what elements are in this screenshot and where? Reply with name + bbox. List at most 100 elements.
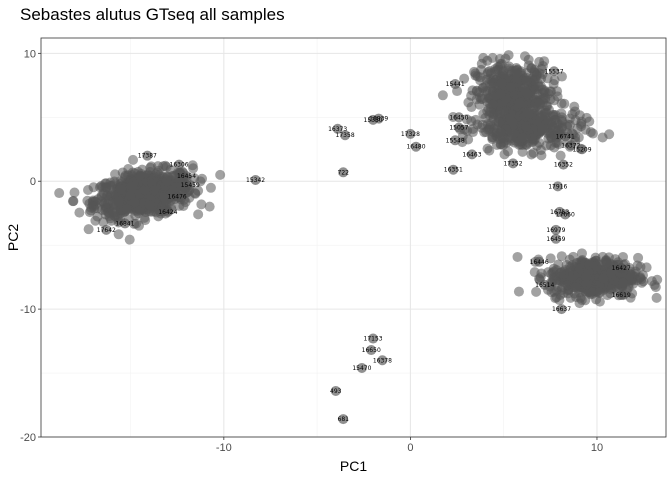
point-label: 16839 bbox=[369, 116, 388, 123]
point-label: 17916 bbox=[548, 183, 567, 190]
cluster-point bbox=[513, 286, 524, 297]
x-tick-label: 0 bbox=[407, 442, 413, 454]
cluster-point bbox=[134, 220, 145, 231]
cluster-point bbox=[512, 251, 523, 262]
data-point bbox=[466, 149, 477, 160]
cluster-point bbox=[467, 127, 478, 138]
point-label: 15548 bbox=[446, 137, 465, 144]
cluster-point bbox=[92, 194, 103, 205]
cluster-point bbox=[67, 196, 78, 207]
cluster-point bbox=[463, 97, 474, 108]
data-point bbox=[565, 140, 576, 151]
cluster-point bbox=[553, 259, 564, 270]
point-label: 16650 bbox=[362, 347, 381, 354]
cluster-point bbox=[641, 262, 652, 273]
data-point bbox=[556, 304, 567, 315]
data-point bbox=[560, 209, 571, 220]
point-label: 16476 bbox=[168, 194, 187, 201]
cluster-point bbox=[545, 131, 556, 142]
point-label: 722 bbox=[338, 169, 350, 176]
cluster-point bbox=[113, 196, 124, 207]
data-point bbox=[450, 79, 461, 90]
cluster-point bbox=[505, 113, 516, 124]
cluster-point bbox=[215, 169, 226, 180]
cluster-point bbox=[480, 113, 491, 124]
point-label: 16446 bbox=[530, 259, 549, 266]
data-point bbox=[250, 174, 261, 185]
cluster-point bbox=[484, 122, 495, 133]
cluster-point bbox=[594, 287, 605, 298]
point-label: 16306 bbox=[170, 162, 189, 169]
cluster-point bbox=[54, 188, 65, 199]
cluster-point bbox=[74, 207, 85, 218]
cluster-point bbox=[490, 66, 501, 77]
cluster-point bbox=[196, 199, 207, 210]
y-tick-label: -10 bbox=[20, 304, 36, 316]
cluster-point bbox=[195, 176, 206, 187]
cluster-point bbox=[552, 86, 563, 97]
cluster-point bbox=[506, 133, 517, 144]
data-point bbox=[330, 385, 341, 396]
cluster-point bbox=[517, 132, 528, 143]
cluster-point bbox=[562, 119, 573, 130]
point-label: 16351 bbox=[444, 167, 463, 174]
cluster-point bbox=[83, 185, 94, 196]
cluster-point bbox=[534, 98, 545, 109]
point-label: 17352 bbox=[503, 160, 522, 167]
cluster-point bbox=[606, 268, 617, 279]
cluster-point bbox=[487, 52, 498, 63]
cluster-point bbox=[555, 150, 566, 161]
cluster-point bbox=[90, 215, 101, 226]
cluster-point bbox=[97, 205, 108, 216]
cluster-point bbox=[567, 109, 578, 120]
cluster-point bbox=[152, 167, 163, 178]
x-axis-title: PC1 bbox=[340, 458, 367, 474]
data-point bbox=[450, 135, 461, 146]
cluster-point bbox=[161, 176, 172, 187]
data-point bbox=[377, 355, 388, 366]
point-label: 16424 bbox=[158, 209, 177, 216]
y-tick-label: 10 bbox=[24, 48, 36, 60]
cluster-point bbox=[606, 284, 617, 295]
cluster-point bbox=[496, 78, 507, 89]
cluster-point bbox=[549, 286, 560, 297]
data-point bbox=[142, 150, 153, 161]
point-label: 17328 bbox=[401, 131, 420, 138]
cluster-point bbox=[498, 68, 509, 79]
cluster-point bbox=[556, 108, 567, 119]
cluster-point bbox=[110, 169, 121, 180]
point-label: 15470 bbox=[352, 365, 371, 372]
cluster-point bbox=[635, 271, 646, 282]
cluster-point bbox=[129, 197, 140, 208]
cluster-point bbox=[549, 75, 560, 86]
cluster-point bbox=[633, 252, 644, 263]
point-label: 16514 bbox=[535, 282, 554, 289]
data-point bbox=[338, 167, 349, 178]
y-axis: -20 -10 0 10 bbox=[20, 48, 41, 444]
cluster-point bbox=[564, 254, 575, 265]
data-point bbox=[539, 279, 550, 290]
point-label: 16753 bbox=[550, 209, 569, 216]
cluster-point bbox=[511, 68, 522, 79]
cluster-point bbox=[495, 127, 506, 138]
cluster-point bbox=[531, 286, 542, 297]
cluster-point bbox=[536, 111, 547, 122]
point-label: 15459 bbox=[181, 182, 200, 189]
cluster-point bbox=[545, 86, 556, 97]
point-label: 17387 bbox=[138, 153, 157, 160]
cluster-point bbox=[556, 251, 567, 262]
cluster-point bbox=[190, 188, 201, 199]
cluster-point bbox=[556, 71, 567, 82]
cluster-point bbox=[475, 72, 486, 83]
cluster-point bbox=[576, 248, 587, 259]
cluster-point bbox=[601, 257, 612, 268]
x-tick-label: -10 bbox=[216, 442, 232, 454]
point-label: 16619 bbox=[612, 292, 631, 299]
cluster-point bbox=[503, 50, 514, 61]
data-point bbox=[332, 123, 343, 134]
cluster-point bbox=[127, 181, 138, 192]
cluster-point bbox=[494, 117, 505, 128]
point-label: 16480 bbox=[406, 144, 425, 151]
data-point bbox=[549, 66, 560, 77]
